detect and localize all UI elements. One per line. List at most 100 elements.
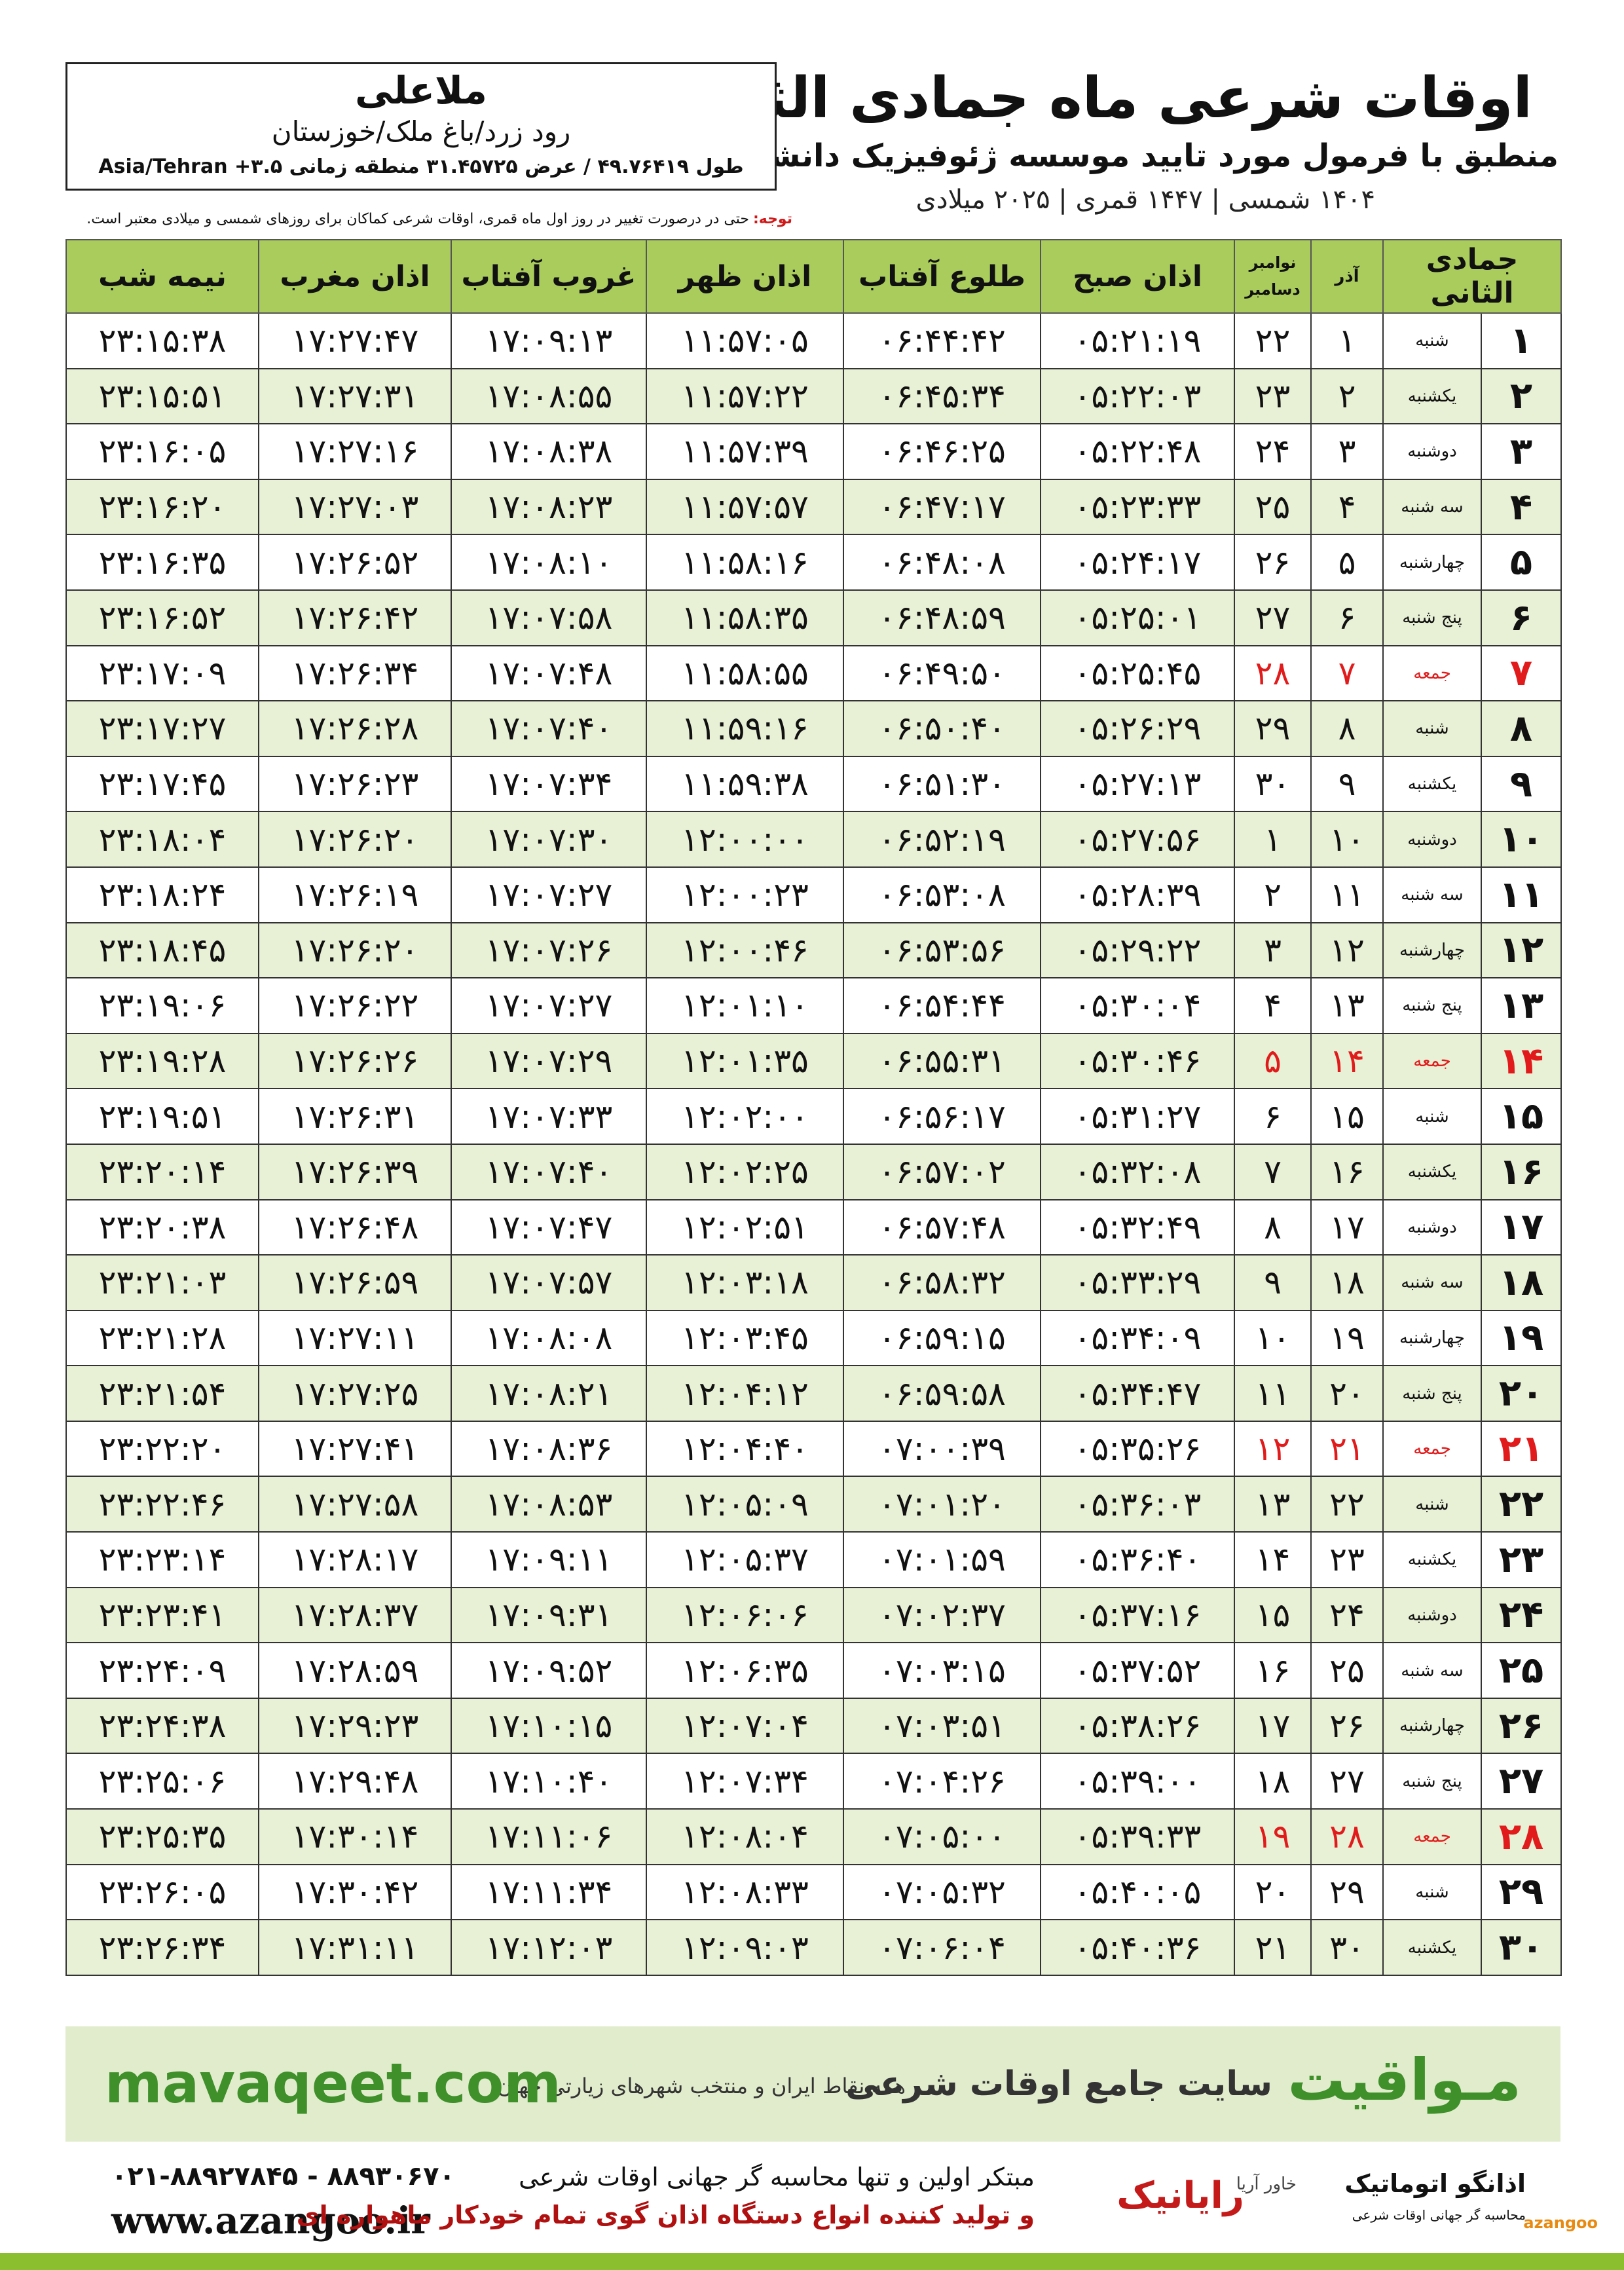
cell: ۱۷:۰۷:۳۴ bbox=[451, 755, 647, 813]
cell: ۲۳:۲۶:۳۴ bbox=[65, 1919, 259, 1976]
cell: ۰۷:۰۳:۵۱ bbox=[843, 1697, 1041, 1755]
cell: ۱۷:۳۱:۱۱ bbox=[258, 1919, 452, 1976]
cell: ۱۷:۲۸:۱۷ bbox=[258, 1531, 452, 1588]
cell: دوشنبه bbox=[1382, 1199, 1483, 1256]
cell: ۲۸ bbox=[1234, 644, 1312, 702]
website: www.azangoo.ir bbox=[111, 2199, 430, 2242]
cell: ۱۶ bbox=[1310, 1143, 1384, 1200]
phones: ۰۲۱-۸۸۹۲۷۸۴۵ - ۸۸۹۳۰۶۷۰ bbox=[111, 2161, 455, 2191]
cell: جمعه bbox=[1382, 1808, 1483, 1865]
cell: ۰۵:۳۹:۰۰ bbox=[1040, 1753, 1235, 1810]
cell: ۸ bbox=[1310, 700, 1384, 757]
cell: ۲ bbox=[1481, 367, 1562, 425]
cell: دوشنبه bbox=[1382, 811, 1483, 868]
tagline: سایت جامع اوقات شرعی bbox=[845, 2064, 1272, 2104]
cell: ۷ bbox=[1310, 644, 1384, 702]
cell: ۰۵:۲۲:۰۳ bbox=[1040, 367, 1235, 425]
cell: ۱۷:۲۶:۲۳ bbox=[258, 755, 452, 813]
cell: ۰۷:۰۳:۱۵ bbox=[843, 1642, 1041, 1699]
row: ۱۶ یکشنبه ۱۶ ۷ ۰۵:۳۲:۰۸ ۰۶:۵۷:۰۲ ۱۲:۰۲:۲۵ ۱۷:۰۷… bbox=[65, 1143, 1562, 1200]
cell: ۱۷:۰۸:۵۵ bbox=[451, 367, 647, 425]
cell: یکشنبه bbox=[1382, 1919, 1483, 1976]
cell: ۲۲ bbox=[1234, 312, 1312, 369]
cell: ۲۳:۲۴:۳۸ bbox=[65, 1697, 259, 1755]
cell: ۵ bbox=[1310, 534, 1384, 591]
row: ۹ یکشنبه ۹ ۳۰ ۰۵:۲۷:۱۳ ۰۶:۵۱:۳۰ ۱۱:۵۹:۳۸ ۱۷:۰۷:… bbox=[65, 755, 1562, 813]
cell: سه شنبه bbox=[1382, 1254, 1483, 1311]
cell: ۰۶:۵۳:۰۸ bbox=[843, 866, 1041, 923]
note: توجه:حتی در درصورت تغییر در روز اول ماه … bbox=[65, 211, 792, 227]
cell: ۲۷ bbox=[1234, 589, 1312, 646]
cell: ۲۳ bbox=[1481, 1531, 1562, 1588]
cell: ۱۷:۱۰:۱۵ bbox=[451, 1697, 647, 1755]
cell: ۱۷:۰۸:۰۸ bbox=[451, 1309, 647, 1367]
cell: ۱۷:۰۷:۲۷ bbox=[451, 977, 647, 1034]
cell: ۰۶:۵۶:۱۷ bbox=[843, 1088, 1041, 1145]
header-cell: جمادی الثانی bbox=[1382, 239, 1562, 314]
cell: ۱۷:۰۹:۵۲ bbox=[451, 1642, 647, 1699]
cell: ۲۵ bbox=[1310, 1642, 1384, 1699]
cell: ۱۷:۲۷:۱۱ bbox=[258, 1309, 452, 1367]
cell: ۲۷ bbox=[1310, 1753, 1384, 1810]
cell: ۱۸ bbox=[1310, 1254, 1384, 1311]
cell: ۰۵:۳۳:۲۹ bbox=[1040, 1254, 1235, 1311]
header-cell: آذر bbox=[1310, 239, 1384, 314]
cell: ۱۷:۲۶:۳۴ bbox=[258, 644, 452, 702]
cell: ۱۲:۰۶:۰۶ bbox=[646, 1586, 844, 1644]
cell: ۱۲:۰۰:۴۶ bbox=[646, 921, 844, 979]
cell: ۱۷:۲۷:۳۱ bbox=[258, 367, 452, 425]
cell: ۱۲:۰۴:۱۲ bbox=[646, 1365, 844, 1422]
cell: جمعه bbox=[1382, 1032, 1483, 1090]
cell: شنبه bbox=[1382, 1476, 1483, 1533]
coordinates: طول ۴۹.۷۶۴۱۹ / عرض ۳۱.۴۵۷۲۵ منطقه زمانی … bbox=[98, 155, 744, 178]
cell: ۲۳:۱۸:۲۴ bbox=[65, 866, 259, 923]
cell: ۲۳:۱۸:۴۵ bbox=[65, 921, 259, 979]
cell: ۰۵:۴۰:۰۵ bbox=[1040, 1863, 1235, 1921]
cell: ۰۶:۵۷:۰۲ bbox=[843, 1143, 1041, 1200]
row: ۱۸ سه شنبه ۱۸ ۹ ۰۵:۳۳:۲۹ ۰۶:۵۸:۳۲ ۱۲:۰۳:۱۸ ۱۷:۰… bbox=[65, 1254, 1562, 1311]
row: ۳۰ یکشنبه ۳۰ ۲۱ ۰۵:۴۰:۳۶ ۰۷:۰۶:۰۴ ۱۲:۰۹:۰۳ ۱۷:۱… bbox=[65, 1919, 1562, 1976]
cell: ۱۴ bbox=[1310, 1032, 1384, 1090]
cell: ۱۷:۰۹:۳۱ bbox=[451, 1586, 647, 1644]
cell: ۰۶:۵۹:۱۵ bbox=[843, 1309, 1041, 1367]
cell: ۲۳:۲۳:۱۴ bbox=[65, 1531, 259, 1588]
cell: ۱۷:۲۶:۲۶ bbox=[258, 1032, 452, 1090]
cell: ۱۷:۲۶:۵۹ bbox=[258, 1254, 452, 1311]
cell: ۲۳:۱۹:۰۶ bbox=[65, 977, 259, 1034]
cell: ۱۷:۲۶:۲۲ bbox=[258, 977, 452, 1034]
cell: ۱۷:۰۷:۴۰ bbox=[451, 700, 647, 757]
cell: ۱۰ bbox=[1481, 811, 1562, 868]
cell: چهارشنبه bbox=[1382, 534, 1483, 591]
cell: ۰۷:۰۴:۲۶ bbox=[843, 1753, 1041, 1810]
cell: ۶ bbox=[1481, 589, 1562, 646]
cell: ۱۷:۰۷:۲۶ bbox=[451, 921, 647, 979]
cell: ۱۱ bbox=[1481, 866, 1562, 923]
row: ۴ سه شنبه ۴ ۲۵ ۰۵:۲۳:۳۳ ۰۶:۴۷:۱۷ ۱۱:۵۷:۵۷ ۱۷:۰۸… bbox=[65, 478, 1562, 536]
cell: ۲۱ bbox=[1234, 1919, 1312, 1976]
cell: ۱۷:۱۲:۰۳ bbox=[451, 1919, 647, 1976]
cell: شنبه bbox=[1382, 312, 1483, 369]
cell: ۱۸ bbox=[1234, 1753, 1312, 1810]
cell: ۱۲:۰۰:۰۰ bbox=[646, 811, 844, 868]
cell: ۱۷:۲۷:۰۳ bbox=[258, 478, 452, 536]
title: اوقات شرعی ماه جمادی الثانی bbox=[667, 65, 1532, 131]
cell: ۱۷:۲۷:۴۱ bbox=[258, 1420, 452, 1478]
cell: ۱۷:۰۷:۵۷ bbox=[451, 1254, 647, 1311]
cell: ۰۵:۴۰:۳۶ bbox=[1040, 1919, 1235, 1976]
row: ۶ پنج شنبه ۶ ۲۷ ۰۵:۲۵:۰۱ ۰۶:۴۸:۵۹ ۱۱:۵۸:۳۵ ۱۷:۰… bbox=[65, 589, 1562, 646]
cell: ۱۷:۰۷:۴۷ bbox=[451, 1199, 647, 1256]
cell: شنبه bbox=[1382, 1863, 1483, 1921]
cell: ۱۷:۰۷:۲۷ bbox=[451, 866, 647, 923]
cell: ۲۳:۱۵:۳۸ bbox=[65, 312, 259, 369]
cell: ۲۸ bbox=[1481, 1808, 1562, 1865]
cell: ۲۰ bbox=[1481, 1365, 1562, 1422]
cell: ۰۵:۳۱:۲۷ bbox=[1040, 1088, 1235, 1145]
cell: ۰۷:۰۵:۳۲ bbox=[843, 1863, 1041, 1921]
cell: ۰۶:۴۸:۰۸ bbox=[843, 534, 1041, 591]
header-cell: طلوع آفتاب bbox=[843, 239, 1041, 314]
cell: ۰۵:۲۱:۱۹ bbox=[1040, 312, 1235, 369]
cell: ۵ bbox=[1481, 534, 1562, 591]
cell: ۱۷:۲۶:۲۰ bbox=[258, 921, 452, 979]
cell: ۰۶:۴۵:۳۴ bbox=[843, 367, 1041, 425]
